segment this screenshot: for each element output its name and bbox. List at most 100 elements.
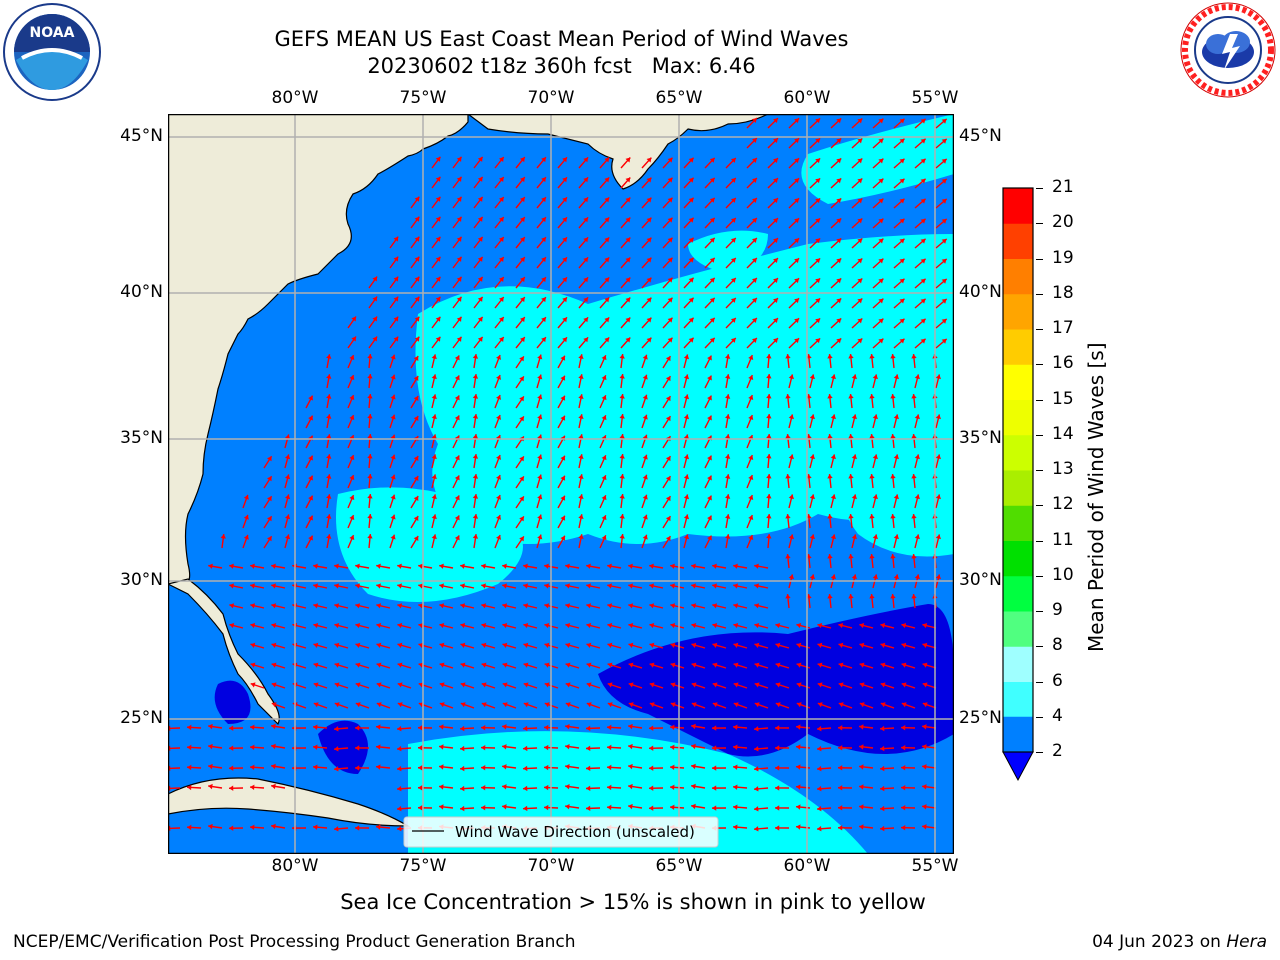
wind-arrow-head xyxy=(229,825,234,831)
wind-arrow-head xyxy=(665,356,671,362)
wind-arrow-head xyxy=(418,725,423,731)
wind-arrow-head xyxy=(880,662,886,668)
wind-arrow-head xyxy=(922,764,927,770)
colorbar-tick-label: 21 xyxy=(1052,177,1074,197)
land-florida xyxy=(168,578,280,726)
wind-arrow-head xyxy=(187,764,192,771)
colorbar-tick-mark xyxy=(1036,540,1043,542)
wind-arrow-head xyxy=(848,394,854,399)
axis-tick-label: 25°N xyxy=(120,708,163,728)
wind-arrow-head xyxy=(941,318,947,324)
wind-arrow-head xyxy=(541,257,546,263)
wind-arrow-head xyxy=(435,236,441,242)
wind-arrow-head xyxy=(733,702,739,708)
wind-arrow-head xyxy=(326,394,332,399)
wind-arrow-head xyxy=(794,298,800,304)
wind-arrow-head xyxy=(880,725,885,732)
wind-arrow-head xyxy=(712,563,717,569)
wind-arrow-head xyxy=(688,297,694,303)
wind-arrow-head xyxy=(859,784,864,790)
wind-arrow-head xyxy=(431,414,437,420)
wind-arrow-head xyxy=(267,536,272,542)
wind-arrow-head xyxy=(326,514,332,519)
wind-arrow-head xyxy=(857,158,863,164)
wind-arrow-head xyxy=(628,783,633,790)
wind-arrow-head xyxy=(712,785,717,791)
wind-arrow-head xyxy=(748,495,754,500)
wind-arrow-head xyxy=(665,396,671,402)
wind-arrow-head xyxy=(477,296,483,302)
wind-arrow-head xyxy=(393,296,399,302)
wind-arrow-head xyxy=(523,805,528,812)
wind-arrow-head xyxy=(788,374,794,380)
wind-arrow-head xyxy=(785,474,791,479)
wind-arrow-head xyxy=(604,197,610,203)
colorbar-segment xyxy=(1003,399,1033,436)
wind-arrow-head xyxy=(607,682,613,688)
wind-arrow-head xyxy=(785,394,791,399)
wind-arrow-head xyxy=(859,682,865,688)
wind-arrow-head xyxy=(642,454,648,460)
colorbar-tick-label: 6 xyxy=(1052,670,1063,691)
colorbar-tick-mark xyxy=(1036,188,1043,189)
wind-arrow-head xyxy=(730,157,736,163)
wind-arrow-head xyxy=(367,474,373,479)
wind-arrow-head xyxy=(869,434,875,439)
wind-arrow-head xyxy=(583,177,589,183)
wind-arrow-head xyxy=(901,662,907,668)
wind-arrow-head xyxy=(520,197,525,203)
wind-arrow-head xyxy=(498,177,504,182)
wind-arrow-head xyxy=(878,198,884,204)
wind-arrow-head xyxy=(642,514,648,520)
wind-arrow-head xyxy=(899,138,905,144)
wind-arrow-head xyxy=(250,824,255,830)
wind-arrow-head xyxy=(869,594,875,599)
wind-arrow-head xyxy=(520,317,525,323)
wind-arrow-head xyxy=(848,514,854,519)
wind-arrow-head xyxy=(284,434,291,440)
wind-arrow-head xyxy=(397,642,403,648)
wind-arrow-head xyxy=(250,603,256,609)
wind-arrow-head xyxy=(544,622,550,629)
wind-arrow-head xyxy=(827,554,833,559)
wind-arrow-head xyxy=(836,238,842,244)
wind-arrow-head xyxy=(754,786,759,792)
wind-arrow-head xyxy=(390,414,396,420)
wind-arrow-head xyxy=(670,702,676,708)
wind-arrow-head xyxy=(899,298,905,304)
wind-arrow-head xyxy=(901,682,907,688)
wind-arrow-head xyxy=(544,563,549,569)
wind-arrow-head xyxy=(390,374,396,380)
colorbar-tick-label: 4 xyxy=(1052,705,1063,726)
wind-arrow-head xyxy=(502,662,508,668)
wind-arrow-head xyxy=(397,806,402,812)
wind-arrow-head xyxy=(628,743,633,750)
wind-arrow-head xyxy=(649,745,654,751)
wind-arrow-head xyxy=(439,583,444,589)
wind-arrow-head xyxy=(619,454,625,459)
wind-arrow-head xyxy=(334,702,340,708)
wind-arrow-head xyxy=(456,176,462,182)
wind-arrow-head xyxy=(376,744,381,750)
wind-arrow-head xyxy=(730,297,736,303)
wind-arrow-head xyxy=(439,804,444,810)
wind-arrow-head xyxy=(431,514,437,520)
wind-arrow-head xyxy=(796,682,802,688)
wind-arrow-head xyxy=(893,374,899,380)
wind-arrow-head xyxy=(250,583,255,589)
wind-arrow-head xyxy=(794,278,800,284)
wind-arrow-head xyxy=(817,622,823,629)
wind-arrow-head xyxy=(481,642,487,648)
wind-arrow-head xyxy=(601,415,607,421)
wind-arrow-head xyxy=(496,474,502,480)
wind-arrow-head xyxy=(625,197,631,203)
wind-arrow-head xyxy=(271,723,276,730)
wind-arrow-head xyxy=(326,474,332,479)
wind-arrow-head xyxy=(431,394,437,400)
wind-arrow-head xyxy=(520,337,525,343)
wind-arrow-head xyxy=(393,316,399,322)
wind-arrow-head xyxy=(250,662,256,668)
axis-tick-label: 60°W xyxy=(783,88,831,108)
wind-arrow-head xyxy=(851,374,857,380)
wind-arrow-head xyxy=(920,198,926,204)
